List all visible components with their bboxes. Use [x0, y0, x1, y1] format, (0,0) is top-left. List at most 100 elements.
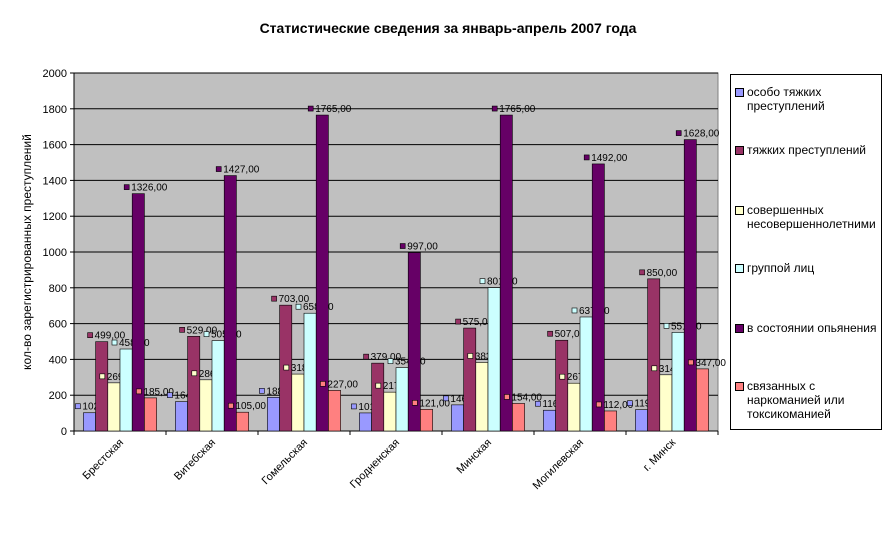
bar: [512, 403, 525, 432]
data-label: 499,00: [95, 331, 126, 342]
data-label-marker: [399, 243, 406, 249]
data-label: 347,00: [695, 358, 726, 369]
data-label-marker: [688, 359, 694, 366]
bar: [144, 397, 157, 432]
bar: [199, 379, 213, 432]
x-tick-label: Витебская: [172, 437, 218, 483]
data-label-marker: [675, 130, 682, 136]
y-tick-label: 800: [49, 283, 67, 295]
bar: [95, 341, 109, 432]
data-label-marker: [583, 154, 590, 161]
data-label-marker: [87, 332, 93, 338]
x-tick-label: Брестская: [81, 437, 127, 483]
bar: [579, 316, 593, 432]
data-label-marker: [307, 105, 314, 112]
data-label-marker: [571, 307, 578, 314]
data-label-marker: [259, 388, 265, 394]
data-label-marker: [203, 331, 210, 337]
x-tick-label: Гродненская: [348, 437, 402, 491]
data-label: 703,00: [279, 294, 310, 305]
data-label-marker: [179, 327, 185, 333]
data-label-marker: [504, 394, 510, 400]
legend-label: группой лиц: [747, 261, 815, 275]
bar: [420, 409, 433, 432]
data-label: 1326,00: [131, 183, 168, 194]
data-label-marker: [191, 370, 198, 377]
data-label: 1492,00: [591, 153, 628, 164]
bar: [407, 252, 421, 432]
data-label: 112,00: [603, 400, 633, 411]
data-label: 379,00: [371, 352, 402, 363]
bar: [671, 332, 685, 432]
x-tick-label: Минская: [455, 437, 495, 477]
bar: [659, 374, 673, 432]
bar: [635, 409, 648, 432]
data-label-marker: [455, 318, 461, 325]
data-label-marker: [443, 395, 449, 402]
bar: [223, 175, 237, 432]
bar: [383, 391, 397, 432]
bar: [487, 287, 501, 432]
bar: [303, 312, 317, 432]
legend-swatch: [735, 382, 744, 391]
bar: [591, 163, 605, 432]
data-label-marker: [228, 402, 234, 409]
legend-label: особо тяжких преступлений: [747, 85, 825, 113]
y-tick-label: 200: [49, 390, 67, 402]
legend-label: в состоянии опьянения: [747, 321, 877, 335]
bar: [683, 139, 697, 432]
y-tick-label: 1000: [43, 247, 67, 259]
bar: [267, 397, 280, 432]
data-label-marker: [559, 373, 566, 380]
data-label-marker: [547, 330, 553, 337]
y-tick-label: 1200: [43, 211, 67, 223]
y-tick-label: 1600: [43, 140, 67, 152]
y-tick-label: 2000: [43, 68, 67, 80]
data-label-marker: [75, 403, 81, 410]
data-label-marker: [412, 400, 418, 406]
x-tick-label: Могилевская: [531, 437, 587, 493]
y-tick-label: 1400: [43, 175, 67, 187]
legend-swatch: [735, 88, 744, 97]
data-label-marker: [651, 365, 658, 372]
legend-label: связанных с наркоманией или токсикомание…: [747, 379, 845, 421]
data-label: 850,00: [647, 268, 678, 279]
y-tick-label: 400: [49, 354, 67, 366]
bar: [543, 409, 556, 432]
data-label-marker: [99, 373, 106, 380]
bar: [315, 114, 329, 432]
data-label: 121,00: [419, 398, 450, 409]
x-tick-label: г. Минск: [641, 437, 678, 474]
legend-label: совершенных несовершеннолетними: [747, 203, 876, 231]
bar: [567, 382, 581, 432]
bar: [696, 368, 709, 432]
data-label: 1765,00: [499, 104, 536, 115]
data-label: 1427,00: [223, 165, 260, 176]
bar: [291, 373, 305, 432]
legend-label: тяжких преступлений: [747, 143, 866, 157]
y-tick-label: 1800: [43, 104, 67, 116]
bar: [236, 411, 249, 432]
bar: [555, 339, 569, 432]
bar: [463, 327, 477, 432]
data-label: 1628,00: [683, 129, 720, 140]
bar: [107, 382, 121, 432]
data-label: 575,00: [463, 317, 494, 328]
bar: [119, 348, 133, 432]
data-label-marker: [639, 269, 645, 276]
y-axis-label: кол-во зарегистрированных преступлений: [20, 134, 34, 370]
data-label-marker: [215, 166, 222, 172]
data-label: 997,00: [407, 242, 438, 253]
y-tick-label: 600: [49, 319, 67, 331]
bar: [395, 367, 409, 432]
bar: [175, 401, 188, 432]
bar: [371, 362, 385, 432]
bar: [187, 336, 201, 432]
bar: [647, 278, 661, 432]
bar: [131, 193, 145, 432]
data-label: 185,00: [143, 387, 174, 398]
bar: [499, 114, 513, 432]
data-label: 507,00: [555, 329, 586, 340]
data-label-marker: [596, 401, 602, 408]
